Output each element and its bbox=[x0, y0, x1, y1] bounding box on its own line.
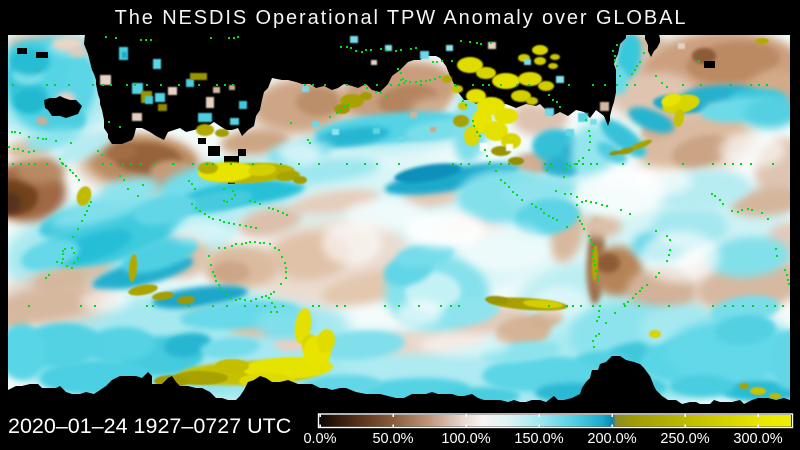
svg-text:0.0%: 0.0% bbox=[303, 431, 336, 447]
svg-text:50.0%: 50.0% bbox=[372, 431, 413, 447]
svg-text:150.0%: 150.0% bbox=[514, 431, 563, 447]
svg-text:200.0%: 200.0% bbox=[587, 431, 636, 447]
svg-text:The NESDIS Operational TPW A: The NESDIS Operational TPW Anomaly over … bbox=[115, 7, 688, 29]
svg-text:2020–01–24 1927–0727 UTC: 2020–01–24 1927–0727 UTC bbox=[8, 414, 291, 438]
svg-text:100.0%: 100.0% bbox=[441, 431, 490, 447]
svg-text:300.0%: 300.0% bbox=[733, 431, 782, 447]
svg-text:250.0%: 250.0% bbox=[660, 431, 709, 447]
